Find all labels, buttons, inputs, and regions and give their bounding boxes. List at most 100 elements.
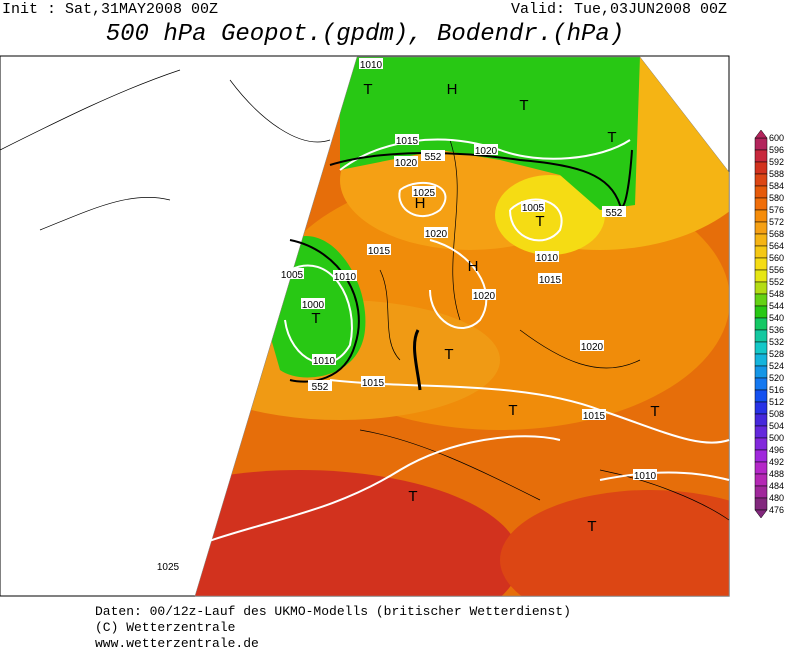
label-bg [580, 340, 604, 351]
colorbar-label: 588 [769, 169, 784, 179]
colorbar-label: 544 [769, 301, 784, 311]
color-swatch [754, 485, 768, 499]
isobar-label: 1025 [413, 188, 436, 199]
isobar-label: 1005 [522, 203, 545, 214]
colorbar-label: 496 [769, 445, 784, 455]
pressure-center: T [311, 310, 320, 327]
label-bg [521, 201, 545, 212]
color-swatch [754, 269, 768, 283]
isobar-label: 1015 [368, 246, 391, 257]
pressure-center: T [444, 346, 453, 363]
color-swatch [754, 341, 768, 355]
label-bg [535, 251, 559, 262]
colorbar-label: 560 [769, 253, 784, 263]
colorbar-label: 500 [769, 433, 784, 443]
pressure-center: T [519, 97, 528, 114]
valid-time: Valid: Tue,03JUN2008 00Z [511, 1, 727, 18]
color-swatch [754, 329, 768, 343]
color-swatch [754, 185, 768, 199]
label-bg [472, 289, 496, 300]
label-bg [474, 144, 498, 155]
arrow [413, 329, 422, 391]
label-bg [308, 380, 332, 391]
colorbar-label: 568 [769, 229, 784, 239]
colorbar-label: 576 [769, 205, 784, 215]
isobar-label: 552 [425, 152, 442, 163]
colorbar-label: 596 [769, 145, 784, 155]
colorbar-label: 476 [769, 505, 784, 515]
color-swatch [754, 425, 768, 439]
color-swatch [754, 281, 768, 295]
color-swatch [754, 209, 768, 223]
label-bg [602, 206, 626, 217]
label-bg [359, 58, 383, 69]
colorbar: 600 596 592 588 584 580 576 572 568 564 560 556 552 5… [754, 129, 784, 519]
isobar-label: 1015 [396, 136, 419, 147]
label-bg [156, 560, 180, 571]
isobar-label: 1015 [539, 275, 562, 286]
colorbar-label: 484 [769, 481, 784, 491]
map-title: 500 hPa Geopot.(gpdm), Bodendr.(hPa) [106, 21, 624, 48]
label-bg [301, 298, 325, 309]
color-swatch [754, 377, 768, 391]
color-swatch [754, 497, 768, 511]
label-bg [333, 270, 357, 281]
colorbar-label: 520 [769, 373, 784, 383]
colorbar-label: 492 [769, 457, 784, 467]
label-bg [280, 268, 304, 279]
pressure-center: T [408, 488, 417, 505]
isobar-label: 1010 [334, 272, 357, 283]
colorbar-label: 512 [769, 397, 784, 407]
color-swatch [754, 197, 768, 211]
isobar-label: 1010 [313, 356, 336, 367]
colorbar-label: 504 [769, 421, 784, 431]
colorbar-label: 584 [769, 181, 784, 191]
pressure-center: H [415, 195, 426, 212]
label-bg [361, 376, 385, 387]
colorbar-label: 528 [769, 349, 784, 359]
colorbar-label: 580 [769, 193, 784, 203]
colorbar-label: 536 [769, 325, 784, 335]
colorbar-label: 480 [769, 493, 784, 503]
label-bg [421, 150, 445, 161]
color-swatch [754, 233, 768, 247]
label-bg [412, 186, 436, 197]
color-swatch [754, 293, 768, 307]
isobar-label: 1005 [281, 270, 304, 281]
pressure-center: T [650, 403, 659, 420]
color-swatch [754, 389, 768, 403]
color-swatch [754, 353, 768, 367]
colorbar-label: 516 [769, 385, 784, 395]
isobar-label: 1010 [634, 471, 657, 482]
colorbar-label: 508 [769, 409, 784, 419]
isobar-label: 552 [606, 208, 623, 219]
colorbar-label: 488 [769, 469, 784, 479]
color-swatch [754, 137, 768, 151]
color-swatch [754, 317, 768, 331]
init-time: Init : Sat,31MAY2008 00Z [2, 1, 218, 18]
color-swatch [754, 305, 768, 319]
coastlines [0, 69, 730, 521]
color-swatch [754, 221, 768, 235]
color-swatch [754, 449, 768, 463]
field [195, 57, 729, 596]
isobar-label: 1020 [581, 342, 604, 353]
label-bg [538, 273, 562, 284]
color-swatch [754, 149, 768, 163]
colorbar-label: 540 [769, 313, 784, 323]
colorbar-label: 572 [769, 217, 784, 227]
footer-line: www.wetterzentrale.de [95, 636, 259, 648]
label-bg [633, 469, 657, 480]
isobar-label: 552 [312, 382, 329, 393]
colorbar-label: 556 [769, 265, 784, 275]
color-swatch [754, 245, 768, 259]
colorbar-cap [754, 509, 768, 519]
color-swatch [754, 461, 768, 475]
isobar-label: 1010 [360, 60, 383, 71]
color-swatch [754, 257, 768, 271]
color-swatch [754, 173, 768, 187]
footer-line: (C) Wetterzentrale [95, 620, 235, 635]
